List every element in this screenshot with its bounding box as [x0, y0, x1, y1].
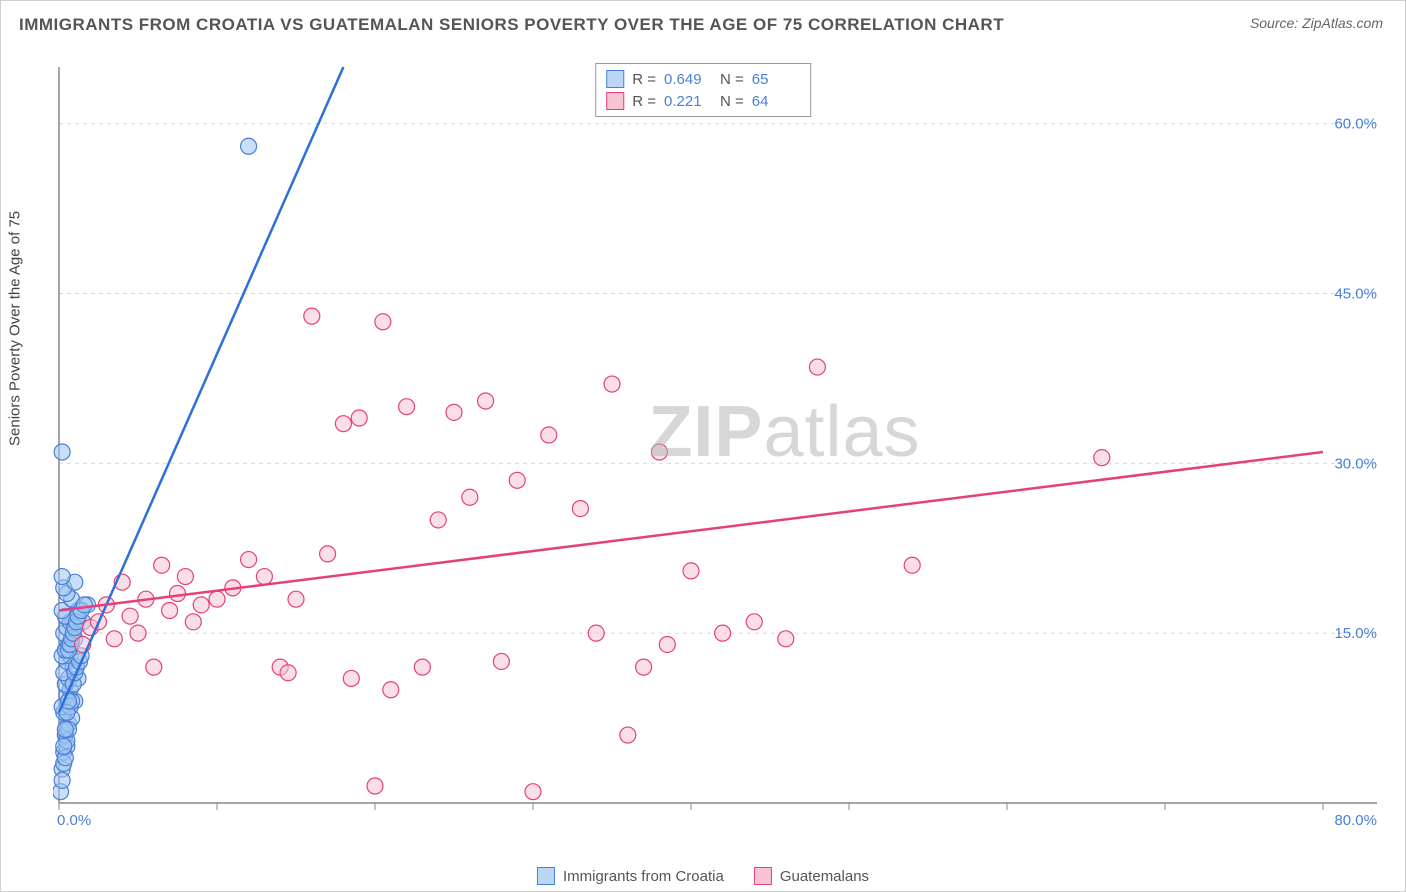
- source-attribution: Source: ZipAtlas.com: [1250, 15, 1383, 31]
- r-value-blue: 0.649: [664, 71, 712, 88]
- legend-label-pink: Guatemalans: [780, 868, 869, 885]
- svg-text:45.0%: 45.0%: [1334, 285, 1377, 302]
- swatch-pink-icon-2: [754, 867, 772, 885]
- bottom-legend: Immigrants from Croatia Guatemalans: [537, 867, 869, 885]
- svg-text:80.0%: 80.0%: [1334, 812, 1377, 829]
- n-label-2: N =: [720, 93, 744, 110]
- scatter-chart: 15.0% 30.0% 45.0% 60.0% 0.0% 80.0%: [53, 61, 1383, 833]
- r-label-2: R =: [632, 93, 656, 110]
- legend-stats-box: R = 0.649 N = 65 R = 0.221 N = 64: [595, 63, 811, 117]
- r-label: R =: [632, 71, 656, 88]
- source-label: Source:: [1250, 15, 1302, 31]
- y-axis-label: Seniors Poverty Over the Age of 75: [7, 211, 24, 446]
- chart-title: IMMIGRANTS FROM CROATIA VS GUATEMALAN SE…: [19, 15, 1004, 35]
- plot-area: 15.0%30.0%45.0%60.0%0.0%80.0% ZIPatlas: [53, 61, 1383, 833]
- n-value-blue: 65: [752, 71, 800, 88]
- r-value-pink: 0.221: [664, 93, 712, 110]
- svg-text:15.0%: 15.0%: [1334, 625, 1377, 642]
- swatch-blue-icon-2: [537, 867, 555, 885]
- svg-text:30.0%: 30.0%: [1334, 455, 1377, 472]
- swatch-blue-icon: [606, 70, 624, 88]
- n-label: N =: [720, 71, 744, 88]
- legend-item-pink: Guatemalans: [754, 867, 869, 885]
- chart-container: IMMIGRANTS FROM CROATIA VS GUATEMALAN SE…: [0, 0, 1406, 892]
- legend-label-blue: Immigrants from Croatia: [563, 868, 724, 885]
- legend-stats-row-pink: R = 0.221 N = 64: [606, 90, 800, 112]
- legend-item-blue: Immigrants from Croatia: [537, 867, 724, 885]
- swatch-pink-icon: [606, 92, 624, 110]
- svg-text:60.0%: 60.0%: [1334, 116, 1377, 133]
- legend-stats-row-blue: R = 0.649 N = 65: [606, 68, 800, 90]
- svg-text:0.0%: 0.0%: [57, 812, 91, 829]
- source-value: ZipAtlas.com: [1302, 15, 1383, 31]
- n-value-pink: 64: [752, 93, 800, 110]
